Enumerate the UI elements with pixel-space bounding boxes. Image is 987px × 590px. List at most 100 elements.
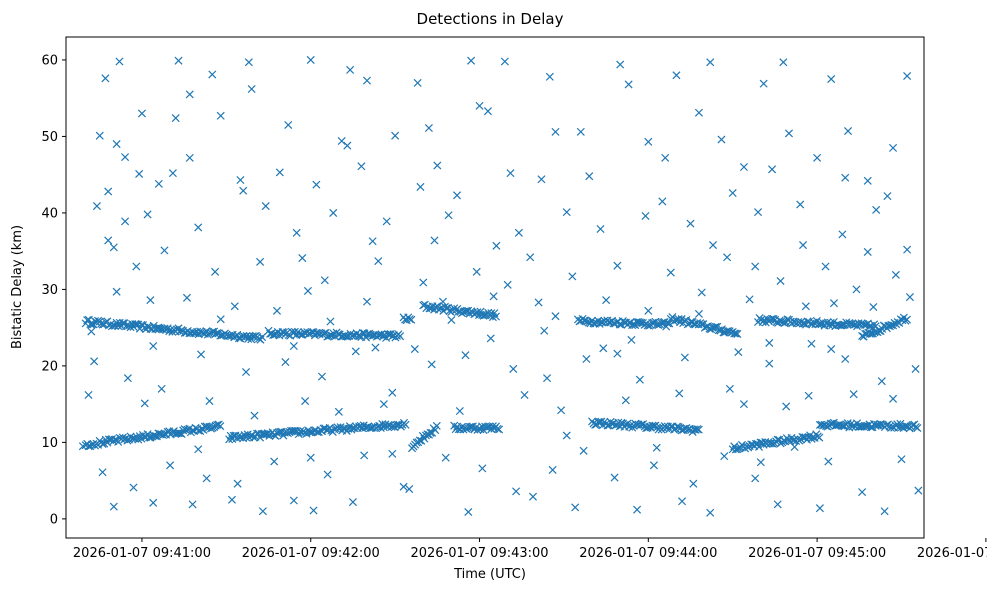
- detection-markers: [78, 55, 923, 517]
- detection-marker: [329, 208, 338, 217]
- detection-marker: [582, 354, 591, 364]
- detection-marker: [739, 400, 748, 409]
- detection-marker: [281, 358, 290, 367]
- detection-marker: [112, 287, 121, 296]
- detection-marker: [678, 497, 687, 506]
- detection-marker: [230, 302, 239, 311]
- detection-marker: [616, 60, 625, 69]
- detection-marker: [768, 165, 777, 174]
- detection-marker: [444, 211, 453, 220]
- track-detection-marker: [426, 428, 435, 437]
- detection-marker: [579, 446, 588, 455]
- detection-marker: [706, 508, 715, 517]
- detection-marker: [303, 286, 312, 295]
- track-detection-marker: [174, 429, 183, 438]
- detection-marker: [242, 367, 251, 377]
- detection-marker: [309, 506, 318, 515]
- detection-marker: [548, 465, 557, 474]
- y-axis-label: Bistatic Delay (km): [10, 225, 25, 349]
- detection-marker: [776, 276, 785, 286]
- chart-title: Detections in Delay: [417, 10, 564, 28]
- detection-marker: [132, 262, 141, 271]
- detection-marker: [483, 107, 492, 116]
- detection-marker: [863, 247, 872, 256]
- detection-marker: [613, 349, 622, 358]
- detection-marker: [95, 131, 104, 140]
- detection-marker: [185, 90, 194, 99]
- detection-marker: [312, 180, 321, 189]
- detection-marker: [405, 485, 414, 494]
- track-detection-marker: [387, 422, 396, 431]
- detection-marker: [146, 296, 155, 305]
- detection-marker: [371, 343, 380, 352]
- detection-marker: [185, 153, 194, 162]
- detection-marker: [644, 137, 653, 146]
- detection-marker: [540, 326, 549, 335]
- track-detection-marker: [900, 421, 910, 430]
- detection-marker: [413, 78, 422, 87]
- detection-marker: [244, 58, 253, 67]
- detection-marker: [694, 309, 703, 318]
- track-detection-marker: [865, 329, 874, 338]
- track-detection-marker: [495, 425, 504, 434]
- detection-marker: [289, 341, 298, 351]
- detection-marker: [889, 394, 898, 403]
- detection-marker: [129, 483, 138, 492]
- detection-marker: [751, 474, 760, 483]
- detection-marker: [759, 79, 768, 88]
- detection-marker: [157, 384, 166, 393]
- detection-marker: [292, 228, 301, 237]
- detection-marker: [455, 407, 464, 416]
- detection-marker: [149, 498, 158, 507]
- detection-marker: [188, 500, 197, 509]
- detection-marker: [205, 397, 214, 406]
- detection-marker: [891, 270, 900, 279]
- detection-marker: [672, 71, 681, 80]
- track-detection-marker: [665, 319, 674, 328]
- track-detection-marker: [407, 315, 416, 324]
- track-detection-marker: [639, 420, 648, 429]
- detection-marker: [284, 120, 293, 129]
- detection-marker: [751, 262, 760, 271]
- detection-marker: [135, 169, 144, 178]
- detection-marker: [391, 131, 400, 140]
- detection-marker: [520, 390, 529, 399]
- detection-marker: [357, 162, 366, 171]
- detection-marker: [821, 262, 830, 271]
- detection-marker: [528, 492, 538, 501]
- detection-marker: [87, 327, 96, 336]
- detection-marker: [686, 219, 695, 228]
- detection-marker: [680, 353, 689, 362]
- detection-marker: [489, 292, 498, 301]
- detection-marker: [208, 70, 217, 79]
- track-detection-marker: [643, 321, 652, 330]
- track-detection-marker: [86, 320, 95, 329]
- track-detection-marker: [628, 321, 637, 330]
- track-detection-marker: [798, 432, 807, 442]
- detection-marker: [911, 364, 920, 373]
- detection-marker: [368, 237, 377, 246]
- detection-marker: [306, 55, 315, 64]
- track-detection-marker: [694, 425, 703, 434]
- detection-marker: [562, 431, 571, 440]
- detection-marker: [182, 293, 191, 302]
- detection-marker: [824, 457, 833, 466]
- detection-marker: [807, 339, 816, 348]
- detection-marker: [624, 80, 633, 89]
- track-detection-marker: [663, 319, 672, 328]
- detection-marker: [644, 306, 653, 315]
- detection-marker: [889, 143, 898, 152]
- track-detection-marker: [396, 332, 405, 341]
- track-detection-marker: [634, 317, 643, 326]
- detection-marker: [514, 228, 523, 237]
- x-tick-label: 2026-01-07 09:45:00: [748, 546, 886, 561]
- track-detection-marker: [415, 436, 424, 445]
- detection-marker: [216, 315, 225, 324]
- detection-marker: [694, 108, 703, 117]
- track-detection-marker: [224, 332, 233, 341]
- track-detection-marker: [843, 419, 852, 428]
- detection-marker: [472, 267, 481, 276]
- detection-marker: [914, 486, 923, 495]
- detection-marker: [841, 354, 850, 364]
- detection-marker: [168, 169, 177, 178]
